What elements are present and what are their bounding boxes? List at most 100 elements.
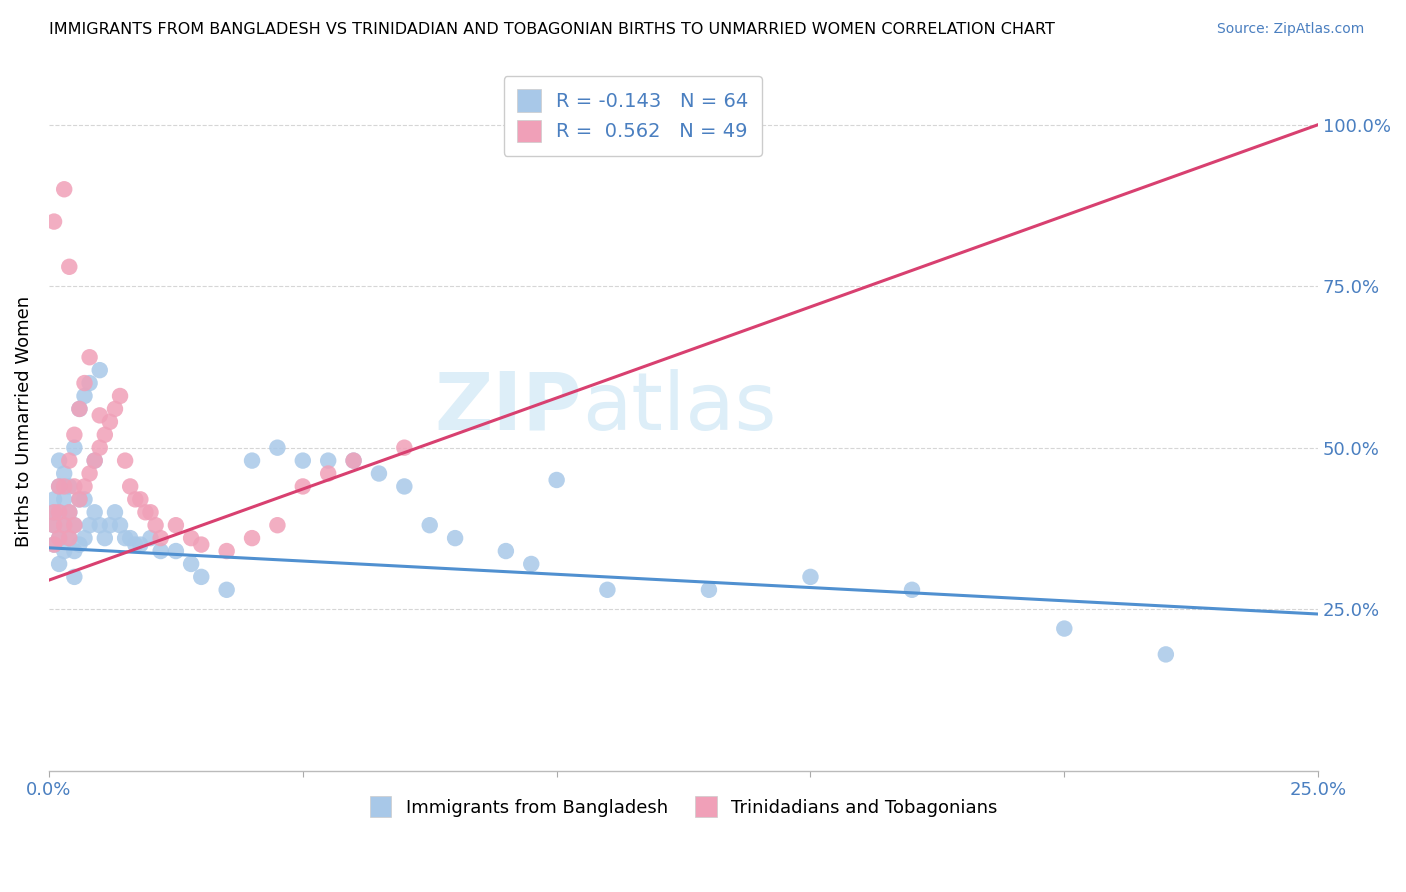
Point [368,467,391,481]
Point [165,544,187,558]
Point [53,518,76,533]
Point [63,570,86,584]
Point [63,427,86,442]
Point [53,492,76,507]
Point [42,538,65,552]
Point [291,479,314,493]
Point [266,518,288,533]
Point [63,518,86,533]
Point [419,518,441,533]
Point [42,492,65,507]
Point [89,363,111,377]
Text: ZIP: ZIP [434,369,582,447]
Point [48,453,70,467]
Point [149,544,172,558]
Point [53,518,76,533]
Point [83,505,105,519]
Point [58,505,80,519]
Point [48,479,70,493]
Point [83,453,105,467]
Point [1053,622,1076,636]
Point [73,389,96,403]
Point [42,538,65,552]
Point [120,531,142,545]
Point [149,531,172,545]
Point [42,505,65,519]
Point [67,492,90,507]
Point [215,544,238,558]
Point [58,479,80,493]
Point [63,441,86,455]
Point [53,544,76,558]
Text: atlas: atlas [582,369,776,447]
Point [520,136,543,151]
Point [139,531,162,545]
Point [63,479,86,493]
Point [104,505,127,519]
Point [73,479,96,493]
Point [180,557,202,571]
Point [83,453,105,467]
Point [901,582,924,597]
Point [180,531,202,545]
Point [63,544,86,558]
Point [48,505,70,519]
Point [316,453,339,467]
Point [98,415,121,429]
Point [58,260,80,274]
Point [444,531,467,545]
Point [190,570,212,584]
Point [190,538,212,552]
Point [48,479,70,493]
Point [42,214,65,228]
Point [134,505,156,519]
Legend: Immigrants from Bangladesh, Trinidadians and Tobagonians: Immigrants from Bangladesh, Trinidadians… [363,789,1005,824]
Point [79,350,101,364]
Point [291,453,314,467]
Point [596,582,619,597]
Point [342,453,364,467]
Point [48,557,70,571]
Point [67,401,90,416]
Point [58,453,80,467]
Point [124,492,146,507]
Point [108,518,131,533]
Point [89,518,111,533]
Point [53,467,76,481]
Point [42,505,65,519]
Point [73,492,96,507]
Point [215,582,238,597]
Point [342,453,364,467]
Point [240,453,263,467]
Y-axis label: Births to Unmarried Women: Births to Unmarried Women [15,296,32,548]
Point [79,518,101,533]
Point [53,182,76,196]
Point [58,531,80,545]
Point [48,531,70,545]
Point [697,582,720,597]
Point [124,538,146,552]
Point [58,505,80,519]
Point [240,531,263,545]
Point [63,518,86,533]
Point [394,479,416,493]
Point [799,570,821,584]
Point [73,531,96,545]
Point [129,538,152,552]
Point [139,505,162,519]
Point [94,427,117,442]
Point [42,518,65,533]
Point [394,441,416,455]
Point [520,557,543,571]
Point [89,409,111,423]
Point [120,479,142,493]
Point [108,389,131,403]
Point [67,401,90,416]
Text: IMMIGRANTS FROM BANGLADESH VS TRINIDADIAN AND TOBAGONIAN BIRTHS TO UNMARRIED WOM: IMMIGRANTS FROM BANGLADESH VS TRINIDADIA… [49,22,1054,37]
Text: Source: ZipAtlas.com: Source: ZipAtlas.com [1216,22,1364,37]
Point [1154,648,1177,662]
Point [94,531,117,545]
Point [266,441,288,455]
Point [67,538,90,552]
Point [58,531,80,545]
